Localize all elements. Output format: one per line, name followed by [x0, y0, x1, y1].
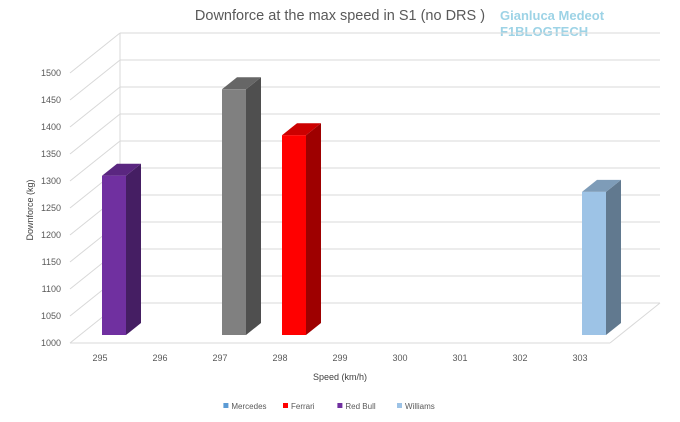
- bar-side: [606, 179, 621, 335]
- legend-swatch: [337, 403, 343, 408]
- bar-front: [582, 191, 606, 335]
- bar-side: [126, 163, 141, 335]
- gridline-side: [69, 140, 121, 182]
- watermark-blog: F1BLOGTECH: [500, 24, 588, 39]
- y-tick-label: 1350: [41, 149, 61, 159]
- x-tick-label: 302: [512, 353, 527, 363]
- y-tick-label: 1100: [42, 284, 61, 294]
- bar-303: [582, 179, 621, 335]
- legend-label: Red Bull: [345, 402, 375, 411]
- x-tick-label: 297: [212, 353, 227, 363]
- bar-front: [222, 89, 246, 335]
- bars: [102, 77, 621, 336]
- legend-swatch: [223, 403, 229, 408]
- gridline-side: [69, 113, 121, 155]
- y-tick-label: 1250: [41, 203, 61, 213]
- gridlines: [69, 32, 661, 344]
- y-tick-label: 1500: [41, 68, 61, 78]
- bar-side: [246, 77, 261, 336]
- bar-297: [222, 77, 261, 336]
- legend-swatch: [283, 403, 288, 408]
- x-tick-label: 299: [332, 353, 347, 363]
- gridline-side: [69, 59, 121, 101]
- y-tick-label: 1000: [41, 338, 61, 348]
- bar-top: [222, 77, 261, 90]
- legend-item: Mercedes: [223, 402, 267, 411]
- chart-title: Downforce at the max speed in S1 (no DRS…: [195, 8, 485, 24]
- bar-295: [102, 163, 141, 335]
- bar-side: [306, 123, 321, 335]
- x-tick-label: 303: [572, 353, 587, 363]
- y-tick-label: 1200: [41, 230, 61, 240]
- y-tick-label: 1300: [41, 176, 61, 186]
- legend-label: Ferrari: [291, 402, 315, 411]
- y-tick-label: 1450: [41, 95, 61, 105]
- watermark-author: Gianluca Medeot: [500, 8, 605, 23]
- y-tick-label: 1050: [41, 311, 61, 321]
- x-tick-label: 300: [392, 353, 407, 363]
- legend: Mercedes Ferrari Red Bull Williams: [223, 402, 435, 411]
- bar-front: [102, 175, 126, 335]
- bar-top: [282, 123, 321, 136]
- bar-top: [582, 179, 621, 192]
- x-axis-title: Speed (km/h): [313, 372, 367, 382]
- legend-swatch: [397, 403, 402, 408]
- y-tick-label: 1150: [42, 257, 61, 267]
- x-tick-label: 295: [92, 353, 107, 363]
- x-tick-labels: 295 296 297 298 299 300 301 302 303: [92, 353, 587, 363]
- y-tick-label: 1400: [41, 122, 61, 132]
- gridline-side: [69, 86, 121, 128]
- x-tick-label: 296: [152, 353, 167, 363]
- bar-298: [282, 123, 321, 335]
- floor-right-edge: [609, 302, 661, 344]
- x-tick-label: 301: [452, 353, 467, 363]
- legend-label: Williams: [405, 402, 435, 411]
- gridline-side: [69, 32, 121, 74]
- legend-item: Red Bull: [337, 402, 376, 411]
- legend-item: Ferrari: [283, 402, 315, 411]
- x-tick-label: 298: [272, 353, 287, 363]
- legend-label: Mercedes: [231, 402, 266, 411]
- legend-item: Williams: [397, 402, 435, 411]
- bar-front: [282, 135, 306, 335]
- bar-top: [102, 163, 141, 176]
- y-tick-labels: 1000 1050 1100 1150 1200 1250 1300 1350 1400 1450…: [41, 68, 61, 348]
- y-axis-title: Downforce (kg): [25, 179, 35, 240]
